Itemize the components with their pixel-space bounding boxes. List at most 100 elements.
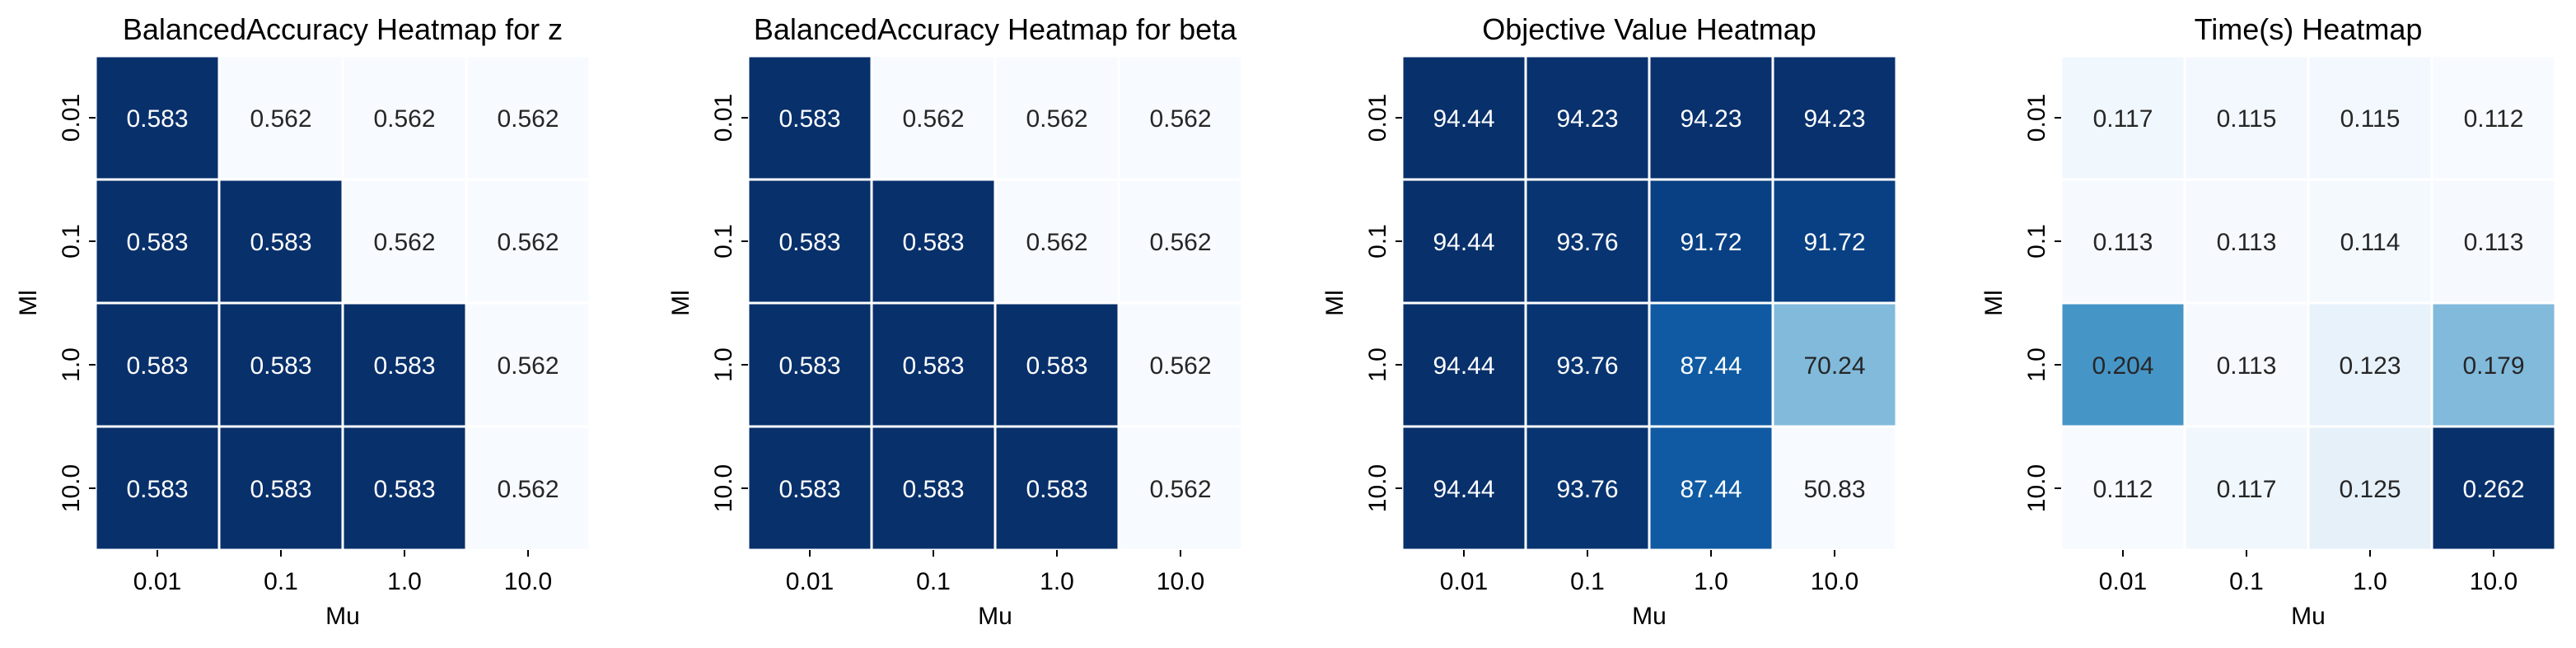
heatmap-cell [746,178,873,305]
x-tick-label: 0.01 [786,568,834,595]
cell-value-label: 0.562 [373,105,435,133]
cell-value-label: 0.562 [1149,229,1211,256]
y-tick-label: 10.0 [710,464,737,512]
cell-value-label: 0.262 [2462,476,2524,503]
y-tick-label: 1.0 [58,347,85,382]
cell-value-label: 94.23 [1556,105,1618,133]
cell-value-label: 50.83 [1803,476,1865,503]
x-tick-label: 0.1 [1570,568,1605,595]
x-tick-label: 10.0 [1811,568,1858,595]
cell-value-label: 94.44 [1433,229,1494,256]
chart-title: BalancedAccuracy Heatmap for beta [754,12,1237,46]
heatmap-cell [1117,301,1244,428]
heatmap-cell [1648,54,1774,181]
heatmap-cell [1648,178,1774,305]
y-tick-label: 1.0 [2023,347,2050,382]
heatmap-cell [1771,301,1898,428]
y-tick-label: 0.01 [710,94,737,142]
heatmap-cell [465,301,591,428]
cell-value-label: 0.562 [1149,105,1211,133]
chart-title: Objective Value Heatmap [1482,12,1816,46]
heatmap-cell [2307,301,2433,428]
cell-value-label: 0.583 [373,476,435,503]
heatmap-cell [94,54,221,181]
y-axis-label: Ml [15,290,42,316]
cell-value-label: 0.583 [126,352,188,380]
heatmap-cell [1524,178,1651,305]
y-axis-label: Ml [1980,290,2008,316]
cell-value-label: 91.72 [1680,229,1741,256]
cell-value-label: 0.179 [2462,352,2524,380]
cell-value-label: 0.123 [2339,352,2401,380]
heatmap-cell [993,178,1120,305]
heatmap-cell [1400,54,1527,181]
heatmap-cell [465,178,591,305]
y-tick-label: 0.01 [1364,94,1391,142]
x-tick-label: 1.0 [2353,568,2387,595]
cell-value-label: 0.204 [2092,352,2153,380]
cell-value-label: 0.583 [902,229,964,256]
heatmap-cell [2430,54,2557,181]
heatmap-cell [2183,425,2310,552]
x-tick-label: 1.0 [1694,568,1728,595]
cell-value-label: 0.117 [2093,105,2153,133]
heatmap-cell [1117,54,1244,181]
heatmap-cell [2430,301,2557,428]
y-tick-label: 0.1 [1364,224,1391,259]
cell-value-label: 0.117 [2217,476,2277,503]
heatmap-panel-4: Time(s) Heatmap 0.117 0.115 0.115 0.112 0.113… [1980,12,2557,630]
y-tick-label: 1.0 [710,347,737,382]
cell-value-label: 91.72 [1803,229,1865,256]
x-tick-label: 0.1 [916,568,951,595]
heatmap-cell [341,54,468,181]
cell-value-label: 0.112 [2464,105,2524,133]
y-tick-label: 10.0 [58,464,85,512]
y-axis-label: Ml [1321,290,1349,316]
x-axis-label: Mu [325,603,360,630]
cell-value-label: 0.115 [2340,105,2401,133]
cell-value-label: 0.583 [1026,352,1087,380]
heatmap-cell [1524,301,1651,428]
heatmap-cell [993,54,1120,181]
y-tick-label: 0.1 [58,224,85,259]
y-tick-label: 0.1 [710,224,737,259]
cell-value-label: 0.125 [2339,476,2401,503]
heatmap-cell [870,54,997,181]
chart-title: BalancedAccuracy Heatmap for z [123,12,563,46]
cell-value-label: 0.562 [1149,476,1211,503]
cell-value-label: 0.583 [902,352,964,380]
heatmap-cell [1524,54,1651,181]
cell-value-label: 94.23 [1803,105,1865,133]
x-axis-label: Mu [2291,603,2326,630]
cell-value-label: 0.583 [778,476,840,503]
heatmap-panel-3: Objective Value Heatmap 94.44 94.23 94.23 94… [1321,12,1898,630]
x-tick-label: 10.0 [2470,568,2518,595]
cell-value-label: 94.23 [1680,105,1741,133]
heatmap-cell [2430,178,2557,305]
heatmap-cell [217,301,344,428]
heatmap-cell [1648,425,1774,552]
cell-value-label: 0.113 [2217,229,2277,256]
heatmap-cell [217,425,344,552]
heatmap-cell [465,425,591,552]
cell-value-label: 0.583 [373,352,435,380]
x-tick-label: 0.01 [1440,568,1488,595]
cell-value-label: 0.114 [2340,229,2401,256]
x-tick-label: 10.0 [1157,568,1204,595]
cell-value-label: 0.583 [250,352,311,380]
cell-value-label: 93.76 [1556,352,1618,380]
cell-value-label: 0.583 [778,352,840,380]
cell-value-label: 0.115 [2217,105,2277,133]
heatmap-cell [1771,178,1898,305]
cell-value-label: 0.583 [1026,476,1087,503]
heatmap-cell [1524,425,1651,552]
cell-value-label: 0.562 [250,105,311,133]
y-tick-label: 10.0 [2023,464,2050,512]
cell-value-label: 0.583 [250,476,311,503]
cell-value-label: 0.583 [126,476,188,503]
x-tick-label: 0.01 [2099,568,2147,595]
cell-value-label: 0.583 [126,105,188,133]
cell-value-label: 0.583 [778,105,840,133]
